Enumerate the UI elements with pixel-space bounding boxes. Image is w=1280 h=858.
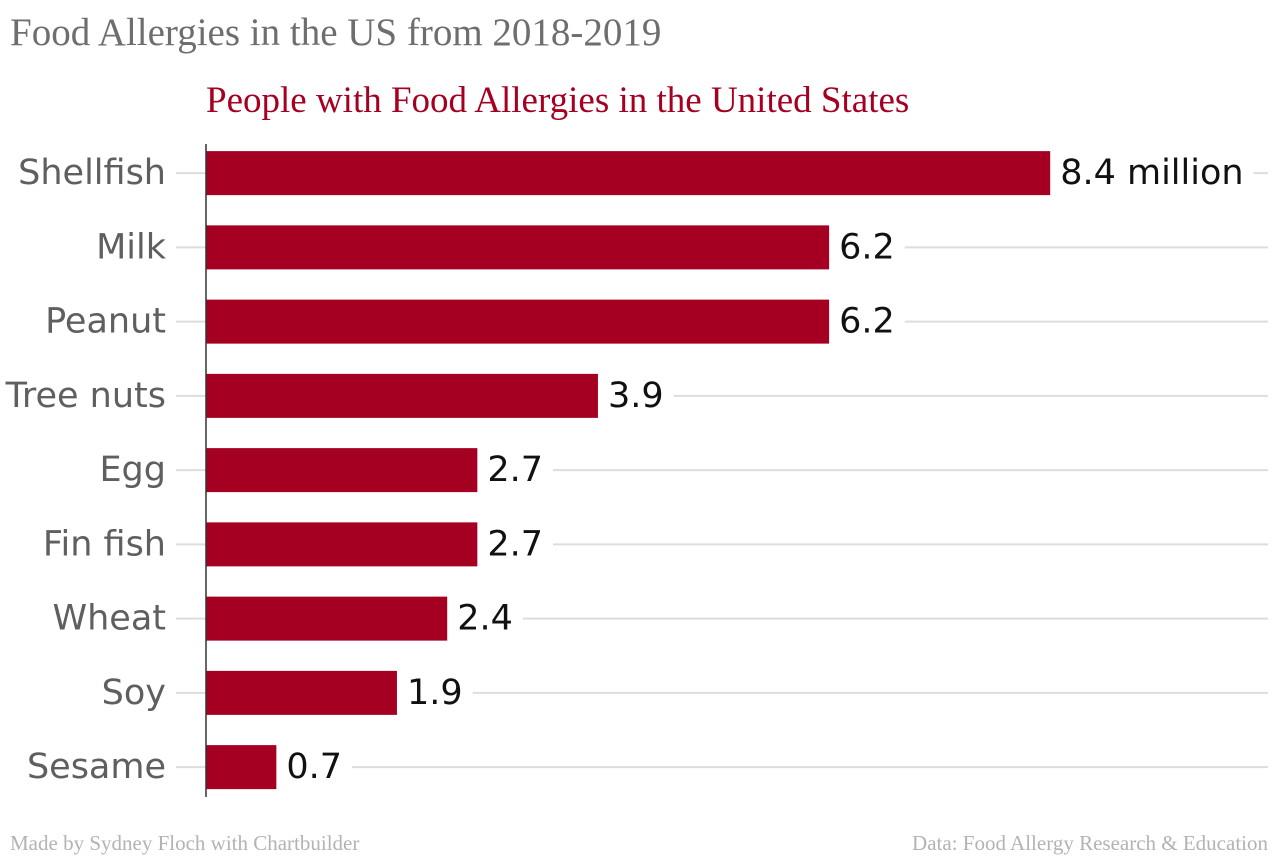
page-title: Food Allergies in the US from 2018-2019: [10, 11, 662, 54]
category-label: Fin fish: [43, 524, 166, 564]
value-label: 6.2: [839, 227, 895, 267]
bars: [206, 151, 1051, 790]
value-label: 2.7: [487, 524, 543, 564]
category-label: Shellfish: [18, 153, 166, 193]
bar: [206, 745, 277, 790]
bar: [206, 596, 448, 641]
bar: [206, 373, 598, 418]
bar: [206, 299, 830, 344]
value-label: 6.2: [839, 302, 895, 342]
bar: [206, 522, 478, 567]
labels: Shellfish 8.4 million Milk 6.2 Peanut 6.2 Tree…: [5, 153, 1244, 787]
category-label: Egg: [99, 450, 166, 490]
gridlines: [176, 172, 1268, 769]
value-label: 3.9: [608, 376, 664, 416]
category-label: Tree nuts: [5, 376, 166, 416]
value-label: 2.4: [457, 599, 513, 639]
category-label: Sesame: [27, 747, 166, 787]
credit-text: Made by Sydney Floch with Chartbuilder: [10, 831, 360, 855]
value-label: 0.7: [286, 747, 342, 787]
category-label: Soy: [102, 673, 166, 713]
bar: [206, 151, 1051, 196]
value-label: 2.7: [487, 450, 543, 490]
category-label: Wheat: [53, 599, 167, 639]
bar: [206, 670, 397, 715]
source-text: Data: Food Allergy Research & Education: [912, 831, 1268, 855]
value-label: 1.9: [407, 673, 463, 713]
bar: [206, 448, 478, 493]
chart-title: People with Food Allergies in the United…: [206, 80, 909, 121]
category-label: Milk: [96, 227, 167, 267]
value-label: 8.4 million: [1060, 153, 1243, 193]
category-label: Peanut: [45, 302, 166, 342]
bar: [206, 225, 830, 270]
